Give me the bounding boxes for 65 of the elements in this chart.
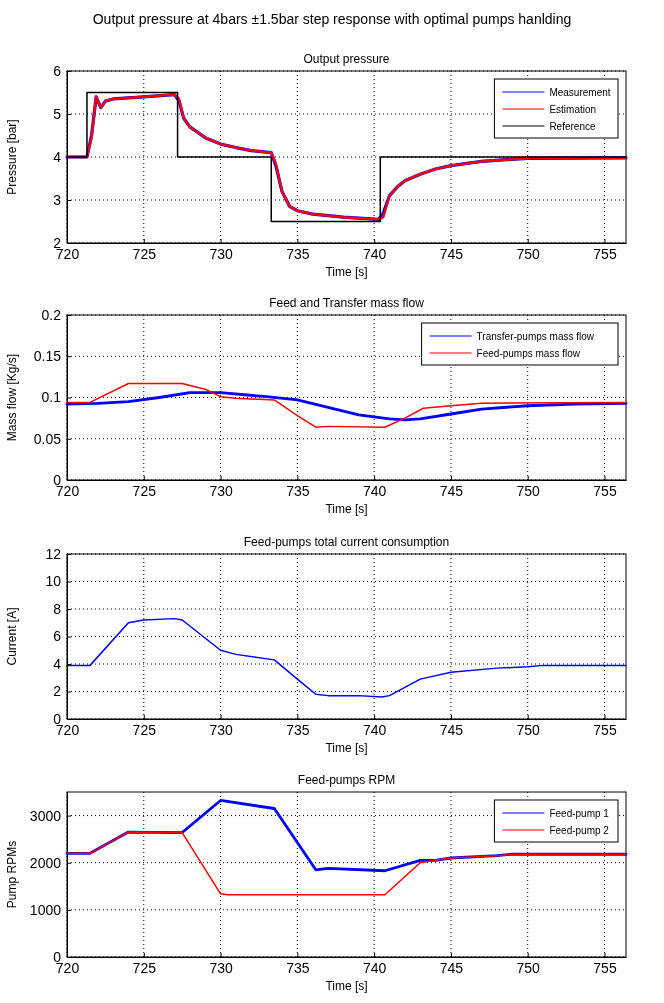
y-tick-label: 10 [45, 573, 62, 590]
x-tick-label: 730 [209, 482, 233, 499]
x-axis-title: Time [s] [325, 502, 368, 516]
x-tick-label: 735 [286, 959, 310, 976]
y-tick-label: 0.05 [33, 430, 62, 447]
y-tick-label: 0.2 [41, 306, 62, 323]
y-tick-label: 1000 [29, 901, 62, 918]
x-tick-label: 750 [516, 482, 541, 499]
x-tick-label: 735 [286, 482, 310, 499]
x-tick-label: 735 [286, 245, 310, 262]
y-tick-label: 8 [53, 600, 62, 617]
chart-title: Feed-pumps RPM [297, 773, 396, 787]
legend-label: Reference [549, 121, 596, 132]
legend-label: Estimation [549, 104, 597, 115]
y-tick-label: 3 [53, 191, 62, 208]
chart-subtitle: Output pressure [303, 52, 390, 66]
chart-title: Output pressure at 4bars ±1.5bar step response with optimal pumps hanlding [92, 11, 572, 27]
x-tick-label: 740 [362, 245, 387, 262]
y-axis-title: Pump RPMs [5, 840, 19, 909]
y-tick-label: 4 [53, 655, 62, 672]
x-tick-label: 725 [132, 245, 157, 262]
x-tick-label: 730 [209, 245, 233, 262]
legend-label: Feed-pump 1 [549, 808, 610, 819]
x-tick-label: 755 [593, 482, 617, 499]
x-tick-label: 725 [132, 959, 157, 976]
x-axis-title: Time [s] [325, 979, 368, 993]
x-tick-label: 725 [132, 482, 157, 499]
x-tick-label: 755 [593, 721, 617, 738]
x-tick-label: 735 [286, 721, 310, 738]
y-axis-title: Current [A] [5, 607, 19, 666]
legend-label: Measurement [549, 87, 611, 98]
legend-label: Transfer-pumps mass flow [476, 331, 595, 342]
x-tick-label: 745 [439, 721, 464, 738]
x-tick-label: 745 [439, 245, 464, 262]
x-tick-label: 755 [593, 245, 617, 262]
x-tick-label: 745 [439, 482, 464, 499]
y-tick-label: 5 [53, 105, 62, 122]
x-tick-label: 745 [439, 959, 464, 976]
y-tick-label: 3000 [29, 807, 62, 824]
y-tick-label: 0.1 [41, 389, 62, 406]
y-axis-title: Mass flow [Kg/s] [5, 353, 19, 442]
y-axis-title: Pressure [bar] [5, 119, 19, 195]
y-tick-label: 6 [53, 62, 62, 79]
x-tick-label: 755 [593, 959, 617, 976]
x-tick-label: 750 [516, 245, 541, 262]
y-tick-label: 2000 [29, 854, 62, 871]
x-tick-label: 740 [362, 721, 387, 738]
legend-label: Feed-pumps mass flow [476, 348, 581, 359]
x-tick-label: 730 [209, 959, 233, 976]
x-tick-label: 725 [132, 721, 157, 738]
chart-title: Feed and Transfer mass flow [269, 296, 425, 310]
x-axis-title: Time [s] [325, 265, 368, 279]
y-tick-label: 12 [45, 545, 62, 562]
x-tick-label: 750 [516, 959, 541, 976]
legend-label: Feed-pump 2 [549, 825, 610, 836]
x-tick-label: 740 [362, 482, 387, 499]
y-tick-label: 0.15 [33, 348, 62, 365]
x-tick-label: 730 [209, 721, 233, 738]
chart-title: Feed-pumps total current consumption [243, 535, 450, 549]
x-axis-title: Time [s] [325, 741, 368, 755]
x-tick-label: 750 [516, 721, 541, 738]
y-tick-label: 6 [53, 628, 62, 645]
x-tick-label: 740 [362, 959, 387, 976]
y-tick-label: 2 [53, 683, 62, 700]
y-tick-label: 4 [53, 148, 62, 165]
